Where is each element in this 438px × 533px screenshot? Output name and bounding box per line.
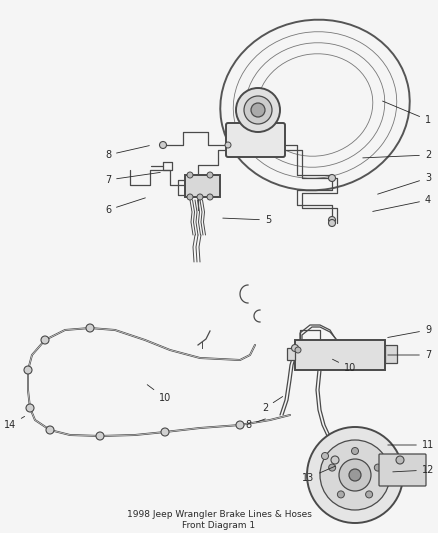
Circle shape (244, 96, 272, 124)
Text: 4: 4 (373, 195, 431, 212)
Circle shape (187, 194, 193, 200)
Text: 1: 1 (382, 101, 431, 125)
FancyBboxPatch shape (226, 123, 285, 157)
Circle shape (366, 491, 373, 498)
Circle shape (86, 324, 94, 332)
Text: 14: 14 (4, 416, 25, 430)
Bar (287, 348, 295, 360)
Text: 1998 Jeep Wrangler Brake Lines & Hoses
Front Diagram 1: 1998 Jeep Wrangler Brake Lines & Hoses F… (127, 510, 311, 530)
Circle shape (46, 426, 54, 434)
Circle shape (352, 448, 358, 455)
Circle shape (396, 456, 404, 464)
Circle shape (187, 172, 193, 178)
Circle shape (159, 141, 166, 149)
Circle shape (331, 456, 339, 464)
Circle shape (292, 344, 299, 351)
Circle shape (337, 491, 344, 498)
Circle shape (197, 194, 203, 200)
Circle shape (41, 336, 49, 344)
Text: 5: 5 (223, 215, 271, 225)
Circle shape (251, 103, 265, 117)
Circle shape (349, 469, 361, 481)
Text: 6: 6 (105, 198, 145, 215)
Circle shape (328, 464, 336, 471)
Circle shape (225, 142, 231, 148)
Circle shape (295, 347, 301, 353)
Circle shape (320, 440, 390, 510)
Circle shape (328, 220, 336, 227)
Circle shape (207, 172, 213, 178)
Text: 2: 2 (363, 150, 431, 160)
Circle shape (236, 421, 244, 429)
Text: 2: 2 (262, 397, 283, 413)
FancyBboxPatch shape (379, 454, 426, 486)
Circle shape (374, 464, 381, 471)
Text: 10: 10 (147, 385, 171, 403)
Circle shape (307, 427, 403, 523)
Circle shape (339, 459, 371, 491)
Circle shape (328, 174, 336, 182)
Circle shape (26, 404, 34, 412)
Circle shape (236, 88, 280, 132)
Text: 8: 8 (105, 146, 149, 160)
Text: 11: 11 (388, 440, 434, 450)
Bar (385, 345, 397, 363)
Circle shape (24, 366, 32, 374)
Text: 7: 7 (388, 350, 431, 360)
Text: 10: 10 (332, 359, 356, 373)
Text: 8: 8 (245, 419, 265, 430)
Circle shape (161, 428, 169, 436)
Text: 9: 9 (388, 325, 431, 337)
Circle shape (207, 194, 213, 200)
Text: 7: 7 (105, 172, 160, 185)
Text: 13: 13 (302, 466, 336, 483)
Bar (295, 340, 385, 370)
Bar (185, 175, 220, 197)
Circle shape (328, 216, 336, 223)
Circle shape (96, 432, 104, 440)
Text: 12: 12 (393, 465, 434, 475)
Circle shape (321, 453, 328, 459)
Text: 3: 3 (378, 173, 431, 194)
